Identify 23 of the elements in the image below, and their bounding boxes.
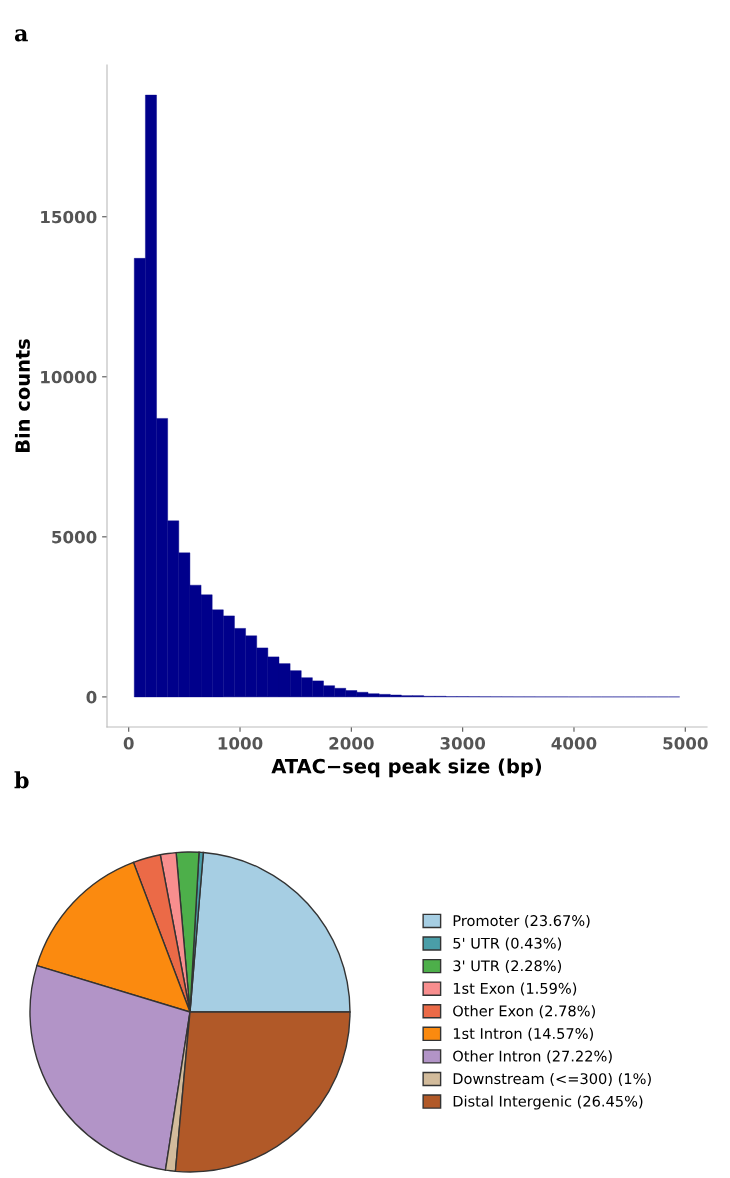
y-axis-title: Bin counts bbox=[14, 339, 30, 452]
legend-label: 1st Exon (1.59%) bbox=[453, 982, 577, 996]
y-tick-label: 10000 bbox=[41, 370, 97, 384]
legend-label: 1st Intron (14.57%) bbox=[453, 1027, 593, 1041]
legend-label: Other Intron (27.22%) bbox=[453, 1050, 612, 1064]
text: a bbox=[14, 29, 28, 42]
y-tick-label: 15000 bbox=[41, 210, 97, 224]
x-tick-label: 1000 bbox=[218, 737, 263, 750]
x-axis-title: ATAC−seq peak size (bp) bbox=[271, 758, 542, 778]
x-tick-label: 0 bbox=[123, 737, 134, 750]
legend-label: Other Exon (2.78%) bbox=[453, 1005, 595, 1019]
legend-label: Distal Intergenic (26.45%) bbox=[453, 1095, 643, 1110]
y-tick-label: 0 bbox=[86, 690, 97, 704]
legend-label: 3' UTR (2.28%) bbox=[453, 960, 562, 974]
legend-label: Downstream (<=300) (1%) bbox=[453, 1072, 651, 1086]
x-tick-label: 3000 bbox=[440, 737, 486, 750]
x-tick-label: 5000 bbox=[663, 737, 708, 750]
legend-label: 5' UTR (0.43%) bbox=[453, 937, 562, 951]
x-tick-label: 4000 bbox=[551, 737, 597, 750]
text: b bbox=[14, 771, 29, 789]
legend-label: Promoter (23.67%) bbox=[453, 914, 590, 928]
y-tick-label: 5000 bbox=[52, 530, 97, 544]
x-tick-label: 2000 bbox=[329, 737, 374, 750]
